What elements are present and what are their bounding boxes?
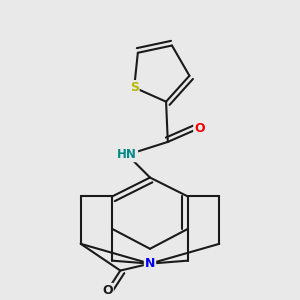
Text: S: S (130, 81, 139, 94)
Text: HN: HN (117, 148, 137, 161)
Text: O: O (102, 284, 113, 297)
Text: O: O (194, 122, 205, 135)
Text: N: N (145, 257, 155, 270)
